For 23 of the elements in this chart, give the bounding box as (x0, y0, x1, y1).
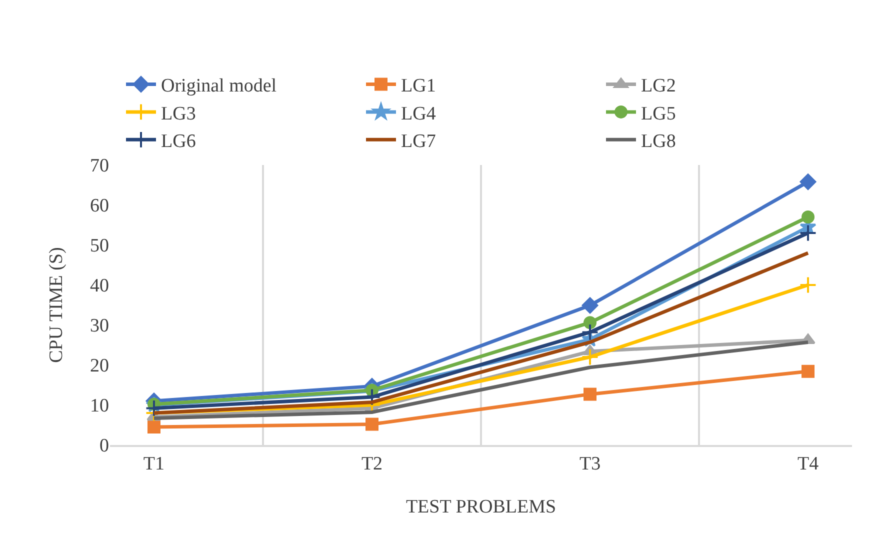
legend-label: LG6 (161, 131, 196, 152)
y-tick-label: 10 (90, 396, 109, 417)
x-axis-title: TEST PROBLEMS (406, 496, 556, 518)
x-tick-label: T3 (579, 454, 601, 475)
x-tick-label: T1 (143, 454, 165, 475)
y-tick-label: 40 (90, 276, 109, 297)
legend-label: LG3 (161, 103, 196, 124)
y-tick-label: 50 (90, 236, 109, 257)
x-tick-label: T2 (361, 454, 383, 475)
y-tick-label: 30 (90, 316, 109, 337)
y-tick-label: 20 (90, 356, 109, 377)
legend-label: LG1 (401, 76, 436, 97)
y-tick-label: 60 (90, 196, 109, 217)
legend-label: LG5 (641, 103, 676, 124)
y-tick-label: 0 (100, 436, 109, 457)
legend-label: LG7 (401, 131, 436, 152)
x-tick-label: T4 (797, 454, 820, 475)
y-axis-title: CPU TIME (S) (46, 247, 67, 363)
y-tick-label: 70 (90, 156, 109, 177)
legend-label: LG4 (401, 103, 436, 124)
legend-label: LG8 (641, 131, 676, 152)
legend-label: LG2 (641, 76, 676, 97)
legend-label: Original model (161, 76, 277, 97)
